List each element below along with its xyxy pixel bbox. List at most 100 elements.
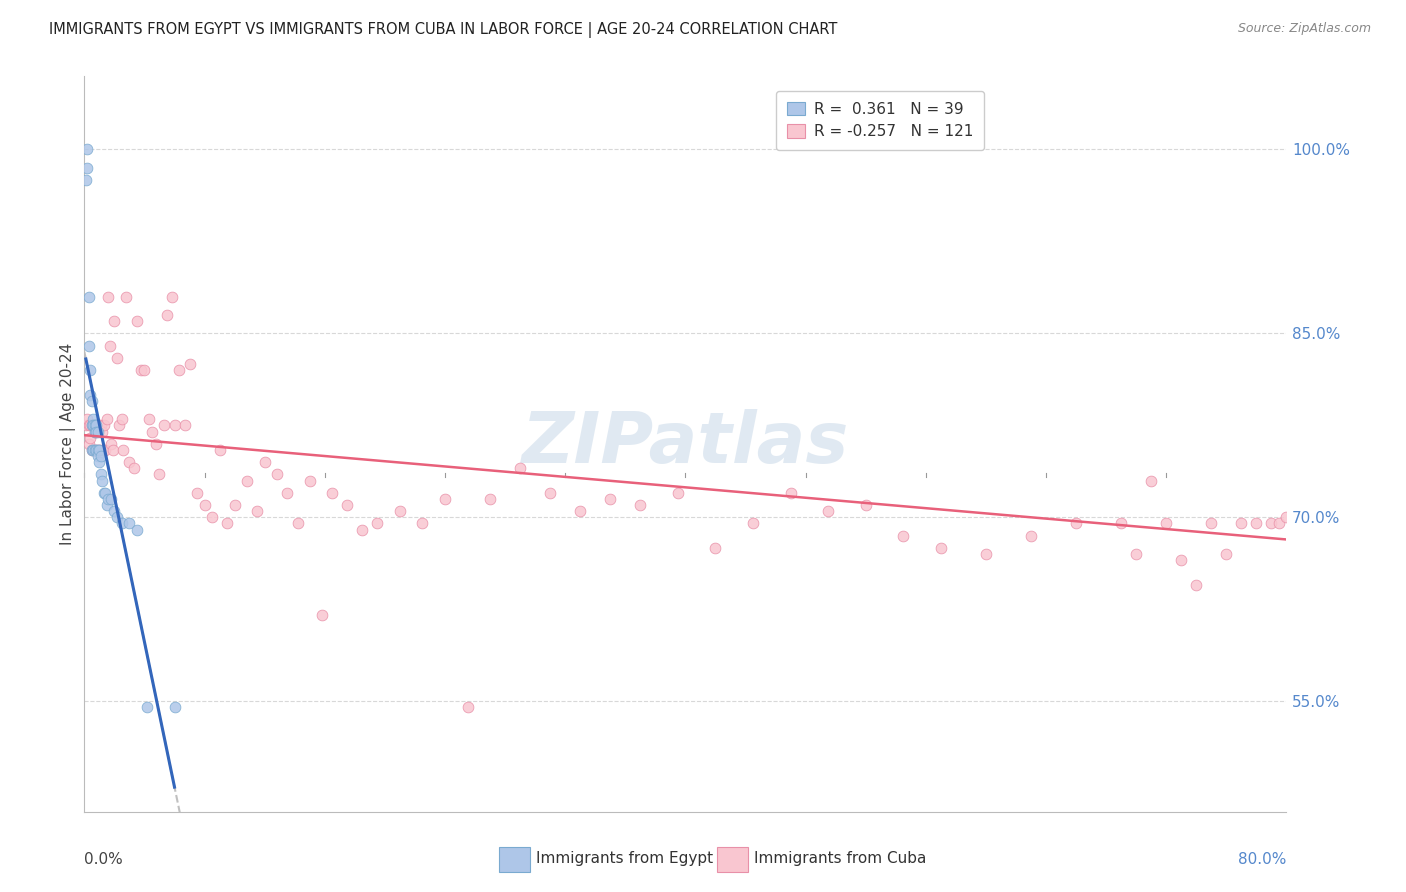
Point bbox=[1343, 516, 1365, 531]
Point bbox=[141, 425, 163, 439]
Point bbox=[298, 474, 321, 488]
Point bbox=[90, 467, 112, 482]
Legend: R =  0.361   N = 39, R = -0.257   N = 121: R = 0.361 N = 39, R = -0.257 N = 121 bbox=[776, 91, 984, 150]
Point bbox=[817, 504, 839, 518]
Point bbox=[125, 314, 148, 328]
Point bbox=[276, 486, 298, 500]
Point bbox=[87, 418, 110, 433]
Text: 80.0%: 80.0% bbox=[1239, 852, 1286, 867]
Point bbox=[91, 425, 114, 439]
Point bbox=[1358, 516, 1381, 531]
Point bbox=[1268, 516, 1291, 531]
Point bbox=[1372, 516, 1395, 531]
Point bbox=[434, 491, 457, 506]
Point bbox=[163, 418, 186, 433]
Point bbox=[87, 449, 110, 463]
Point bbox=[138, 412, 160, 426]
Point bbox=[1388, 516, 1406, 531]
Point bbox=[311, 608, 333, 623]
Point bbox=[153, 418, 176, 433]
Point bbox=[103, 504, 125, 518]
Point bbox=[89, 455, 111, 469]
Point bbox=[111, 412, 134, 426]
Point bbox=[704, 541, 727, 555]
Point bbox=[742, 516, 765, 531]
Y-axis label: In Labor Force | Age 20-24: In Labor Force | Age 20-24 bbox=[60, 343, 76, 545]
Point bbox=[1230, 516, 1253, 531]
Point bbox=[136, 700, 159, 714]
Point bbox=[246, 504, 269, 518]
Point bbox=[145, 437, 167, 451]
Point bbox=[86, 442, 108, 457]
Point bbox=[118, 516, 141, 531]
Point bbox=[90, 449, 112, 463]
Point bbox=[79, 388, 101, 402]
Point bbox=[1125, 547, 1147, 561]
Point bbox=[82, 418, 104, 433]
Point bbox=[111, 516, 134, 531]
Point bbox=[1170, 553, 1192, 567]
Point bbox=[321, 486, 343, 500]
Point bbox=[163, 700, 186, 714]
Point bbox=[125, 523, 148, 537]
Point bbox=[1291, 516, 1313, 531]
Point bbox=[179, 357, 201, 371]
Point bbox=[83, 442, 105, 457]
Point bbox=[83, 442, 105, 457]
Point bbox=[208, 442, 231, 457]
Point bbox=[77, 437, 100, 451]
Point bbox=[90, 418, 112, 433]
Point bbox=[87, 442, 110, 457]
Point bbox=[1201, 516, 1223, 531]
Point bbox=[93, 486, 115, 500]
Point bbox=[1156, 516, 1178, 531]
Point bbox=[1260, 516, 1282, 531]
Point bbox=[1185, 578, 1208, 592]
Point bbox=[79, 418, 101, 433]
Point bbox=[112, 442, 135, 457]
Point bbox=[86, 425, 108, 439]
Point bbox=[352, 523, 374, 537]
Point bbox=[96, 498, 118, 512]
Point bbox=[174, 418, 197, 433]
Point bbox=[891, 529, 914, 543]
Point bbox=[666, 486, 689, 500]
Point bbox=[93, 442, 115, 457]
Point bbox=[388, 504, 411, 518]
Point bbox=[287, 516, 309, 531]
Text: IMMIGRANTS FROM EGYPT VS IMMIGRANTS FROM CUBA IN LABOR FORCE | AGE 20-24 CORRELA: IMMIGRANTS FROM EGYPT VS IMMIGRANTS FROM… bbox=[49, 22, 838, 38]
Point bbox=[148, 467, 170, 482]
Point bbox=[76, 143, 98, 157]
Point bbox=[366, 516, 388, 531]
Point bbox=[103, 314, 125, 328]
Point bbox=[107, 510, 129, 524]
Point bbox=[167, 363, 190, 377]
Point bbox=[80, 442, 103, 457]
Point bbox=[89, 442, 111, 457]
Point bbox=[80, 418, 103, 433]
Point bbox=[224, 498, 246, 512]
Point bbox=[77, 290, 100, 304]
Point bbox=[118, 455, 141, 469]
Point bbox=[82, 442, 104, 457]
Point bbox=[186, 486, 208, 500]
Point bbox=[457, 700, 479, 714]
Point bbox=[1140, 474, 1163, 488]
Point bbox=[1064, 516, 1087, 531]
Point bbox=[83, 418, 105, 433]
Point bbox=[194, 498, 217, 512]
Point bbox=[83, 418, 105, 433]
Point bbox=[79, 431, 101, 445]
Point bbox=[1365, 516, 1388, 531]
Point bbox=[569, 504, 592, 518]
Point bbox=[98, 339, 121, 353]
Point bbox=[101, 442, 124, 457]
Point bbox=[97, 290, 120, 304]
Point bbox=[83, 425, 105, 439]
Point bbox=[156, 308, 179, 322]
Point bbox=[538, 486, 561, 500]
Point bbox=[160, 290, 183, 304]
Point bbox=[89, 418, 111, 433]
Point bbox=[599, 491, 621, 506]
Point bbox=[100, 437, 122, 451]
